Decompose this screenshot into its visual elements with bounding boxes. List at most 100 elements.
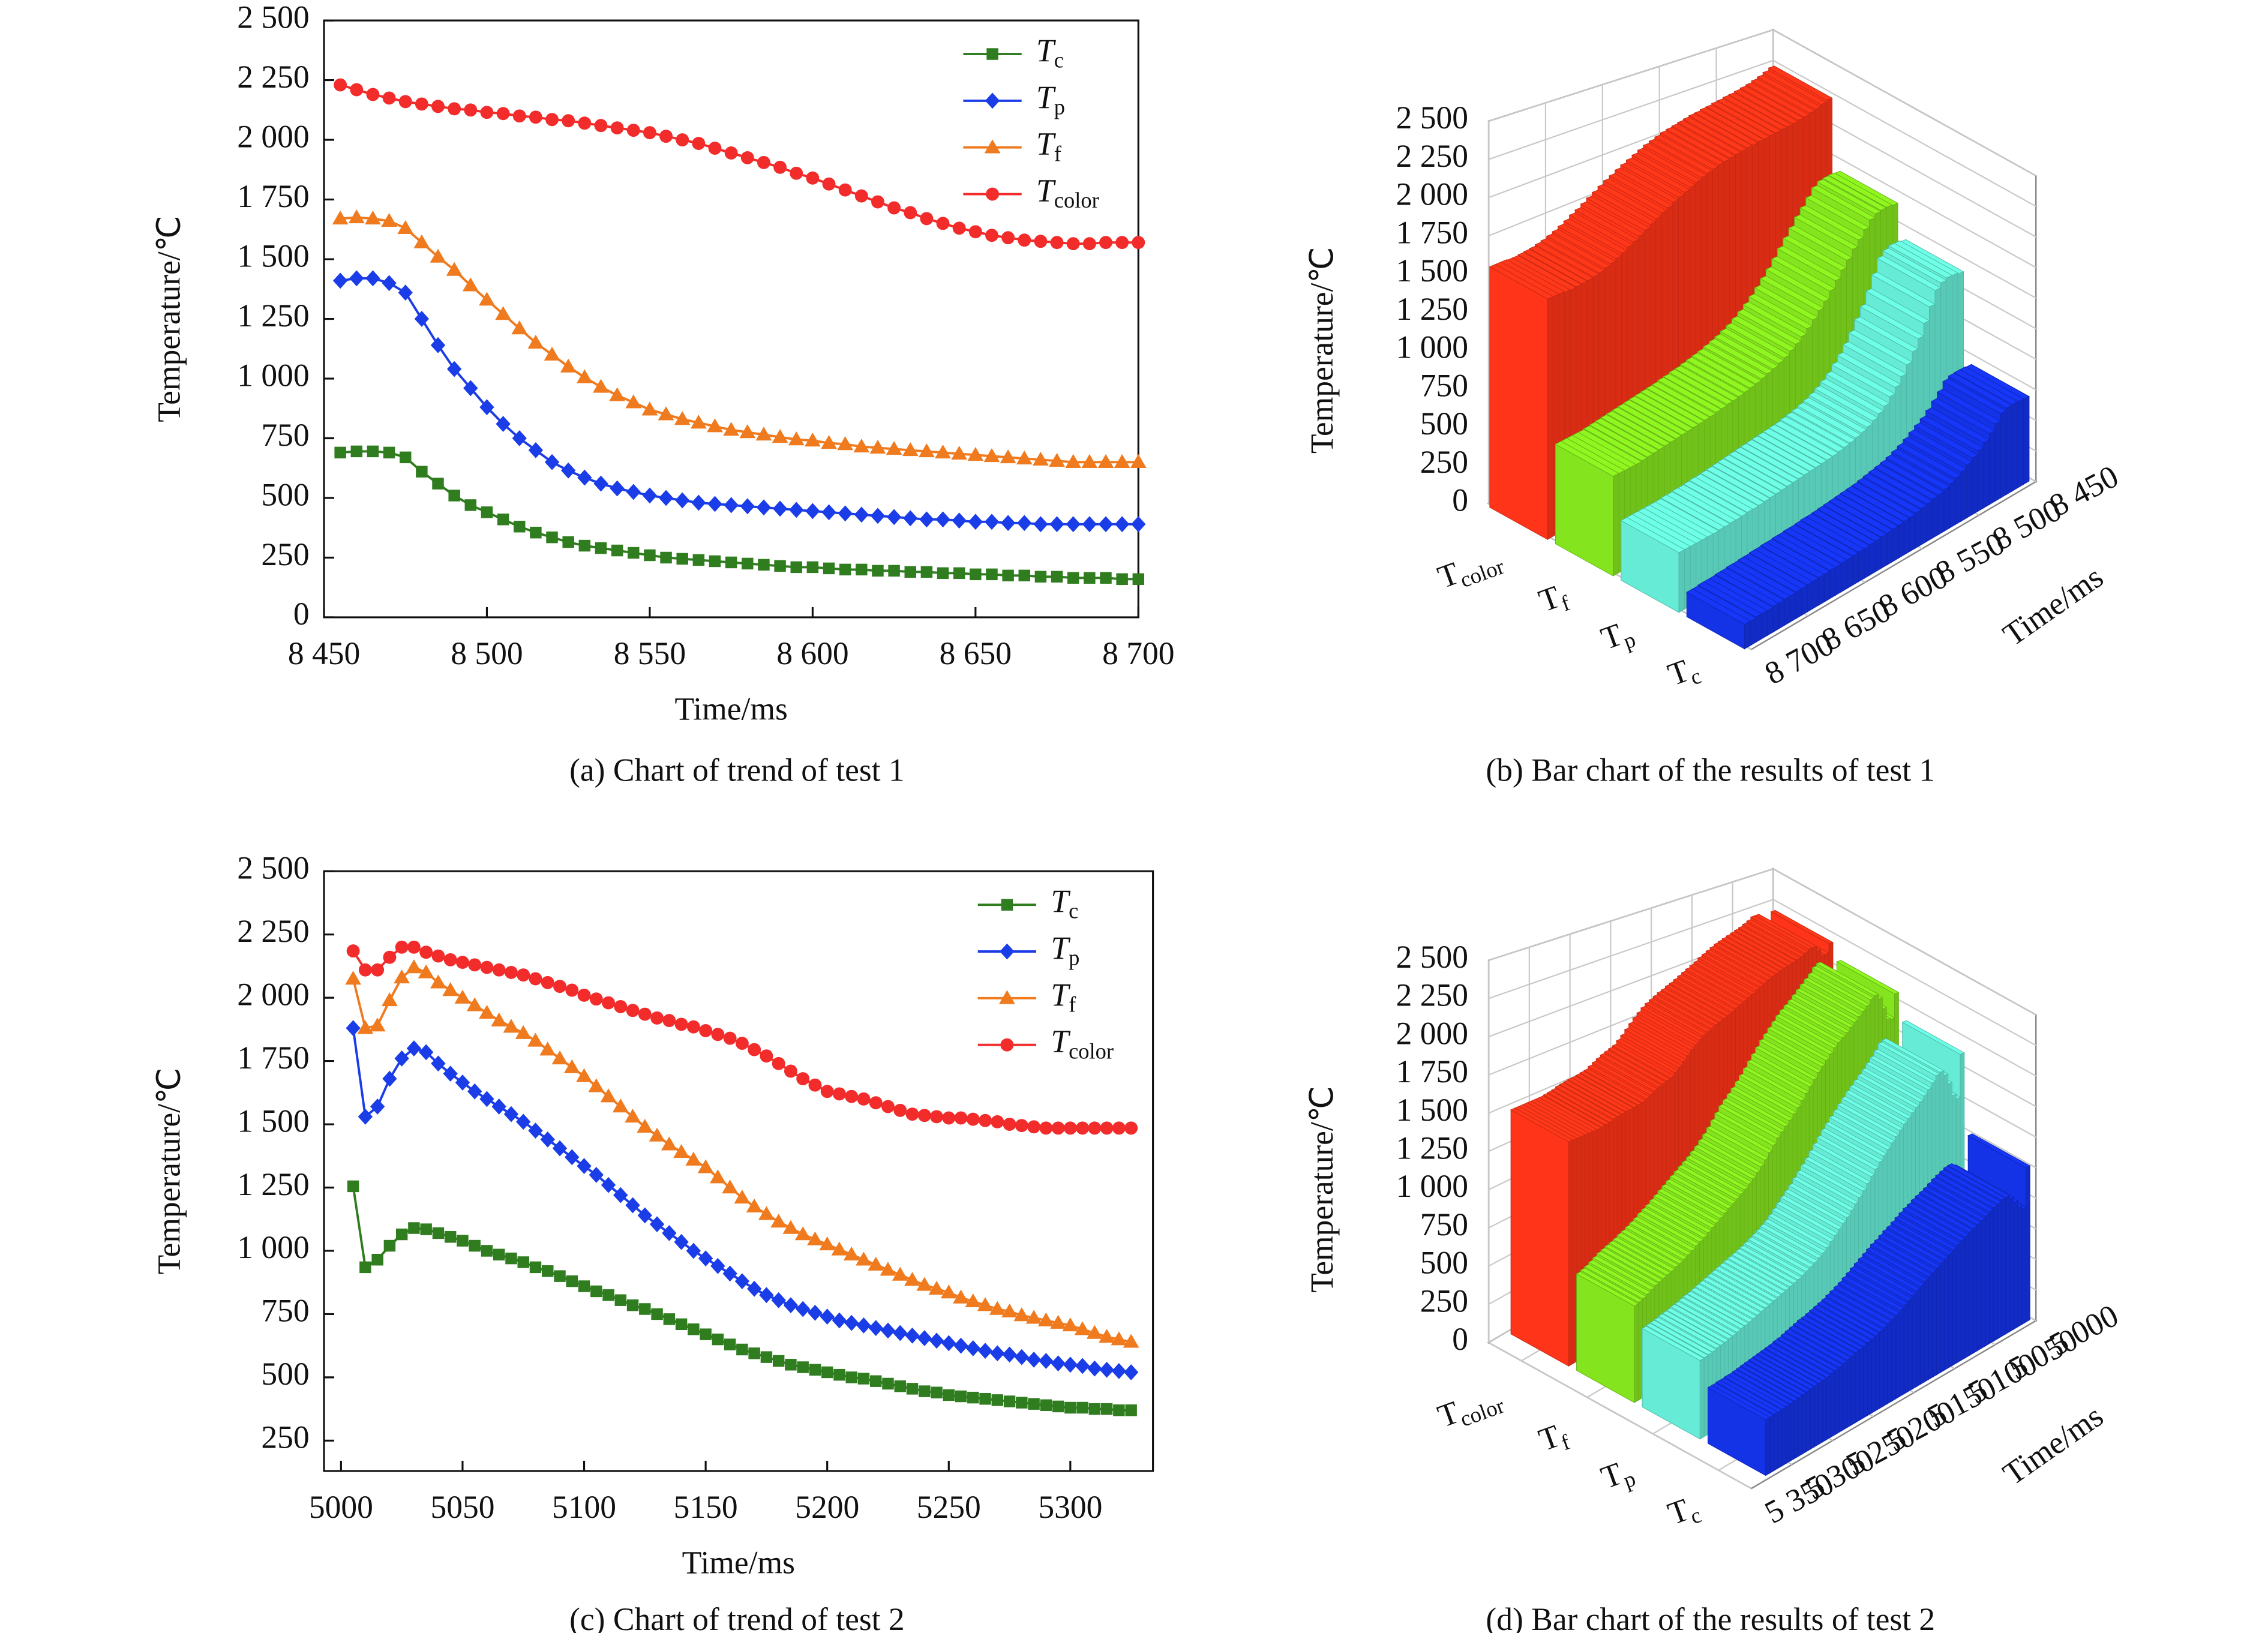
- bar-side: [2023, 396, 2030, 485]
- bar-top: [1682, 1293, 1745, 1329]
- y-tick-label: 750: [261, 1293, 309, 1329]
- marker: [371, 1253, 383, 1266]
- marker: [857, 1373, 870, 1385]
- bar-top: [1737, 556, 1802, 593]
- bar-top: [1794, 520, 1859, 557]
- x-tick-label: 5250: [917, 1489, 981, 1525]
- bar-top: [1811, 965, 1875, 1000]
- bar-side: [1795, 588, 1802, 620]
- category-label: Tcolor: [1433, 1379, 1507, 1438]
- bar-top: [1625, 157, 1691, 193]
- marker: [371, 963, 385, 977]
- marker: [722, 1265, 737, 1282]
- marker: [529, 972, 542, 986]
- bar-top: [1752, 1354, 1816, 1390]
- marker: [1063, 1356, 1078, 1373]
- bar-top: [1766, 1026, 1831, 1061]
- marker: [658, 406, 674, 421]
- bar-top: [1651, 381, 1717, 418]
- bar-side: [1790, 592, 1796, 623]
- bar-side: [1976, 1222, 1982, 1352]
- marker: [400, 451, 412, 464]
- marker: [823, 562, 835, 575]
- marker: [903, 510, 918, 527]
- bar-top: [1782, 235, 1847, 271]
- bar-side: [1928, 1274, 1933, 1380]
- marker: [1067, 572, 1079, 584]
- marker: [593, 475, 608, 492]
- marker: [1051, 1121, 1065, 1135]
- y-tick-label: 1 500: [237, 238, 309, 274]
- bar-top: [1750, 1052, 1814, 1087]
- marker: [735, 1037, 749, 1050]
- bar-top: [1931, 1177, 1994, 1212]
- bar-side: [1829, 566, 1836, 599]
- bar-side: [1818, 1380, 1823, 1445]
- bar-top: [1603, 178, 1668, 214]
- marker: [491, 1098, 506, 1115]
- marker: [408, 1222, 420, 1234]
- marker: [904, 1272, 920, 1286]
- marker: [517, 968, 530, 982]
- bar-side: [1767, 607, 1774, 637]
- bar-top: [1744, 1360, 1807, 1396]
- marker: [431, 949, 445, 963]
- bar-top: [1751, 436, 1816, 472]
- bar-top: [1711, 462, 1777, 499]
- marker: [1016, 450, 1033, 465]
- marker: [783, 1297, 799, 1314]
- bar-side: [1924, 1278, 1929, 1383]
- caption: (d) Bar chart of the results of test 2: [1486, 1601, 1935, 1633]
- x-tick-label: 5000: [309, 1489, 373, 1525]
- marker: [348, 209, 365, 224]
- bar-top: [1673, 978, 1736, 1013]
- bar-top: [1777, 245, 1842, 281]
- bar-side: [1790, 1401, 1795, 1462]
- marker: [1015, 1119, 1028, 1133]
- marker: [1115, 236, 1129, 250]
- bar-top: [1811, 185, 1876, 221]
- bar-top: [1540, 238, 1606, 274]
- bar-top: [1802, 397, 1868, 434]
- y-tick-label: 500: [261, 1356, 309, 1392]
- z-tick-label: 2 250: [1396, 138, 1468, 174]
- bar-side: [1997, 1201, 2002, 1340]
- x-tick-label: 8 450: [288, 635, 360, 671]
- bar-side: [1814, 1383, 1819, 1448]
- bar-side: [1937, 491, 1945, 536]
- bar-top: [1640, 1005, 1704, 1041]
- bar-top: [1894, 1215, 1958, 1251]
- marker: [365, 270, 380, 287]
- marker: [595, 542, 607, 554]
- bar-top: [1828, 497, 1894, 534]
- marker: [430, 337, 446, 353]
- bar-top: [1757, 431, 1822, 468]
- bar-top: [1739, 1245, 1802, 1280]
- bar-side: [2006, 404, 2012, 496]
- marker: [554, 1270, 566, 1282]
- marker: [760, 1351, 773, 1363]
- bar: [1510, 1107, 1574, 1367]
- marker: [480, 960, 494, 974]
- marker: [495, 306, 511, 320]
- y-tick-label: 250: [261, 536, 309, 572]
- bar-top: [1673, 1169, 1737, 1205]
- grid-line: [1772, 29, 2036, 176]
- bar-top: [1574, 207, 1640, 242]
- bar-side: [2017, 398, 2024, 488]
- marker: [748, 1043, 761, 1056]
- marker: [1087, 1360, 1102, 1377]
- marker: [415, 97, 428, 111]
- z-tick-label: 750: [1420, 367, 1468, 403]
- bar-top: [1795, 988, 1859, 1023]
- bar-top: [1888, 243, 1953, 278]
- bar-top: [1791, 993, 1855, 1028]
- category-label: Tc: [1663, 649, 1705, 697]
- bar-top: [1694, 110, 1759, 146]
- bar-top: [1848, 329, 1913, 365]
- marker: [637, 1207, 652, 1224]
- bar-side: [1772, 602, 1780, 633]
- marker: [985, 92, 1000, 109]
- z-tick-label: 250: [1420, 444, 1468, 480]
- bar-top: [1841, 1275, 1905, 1311]
